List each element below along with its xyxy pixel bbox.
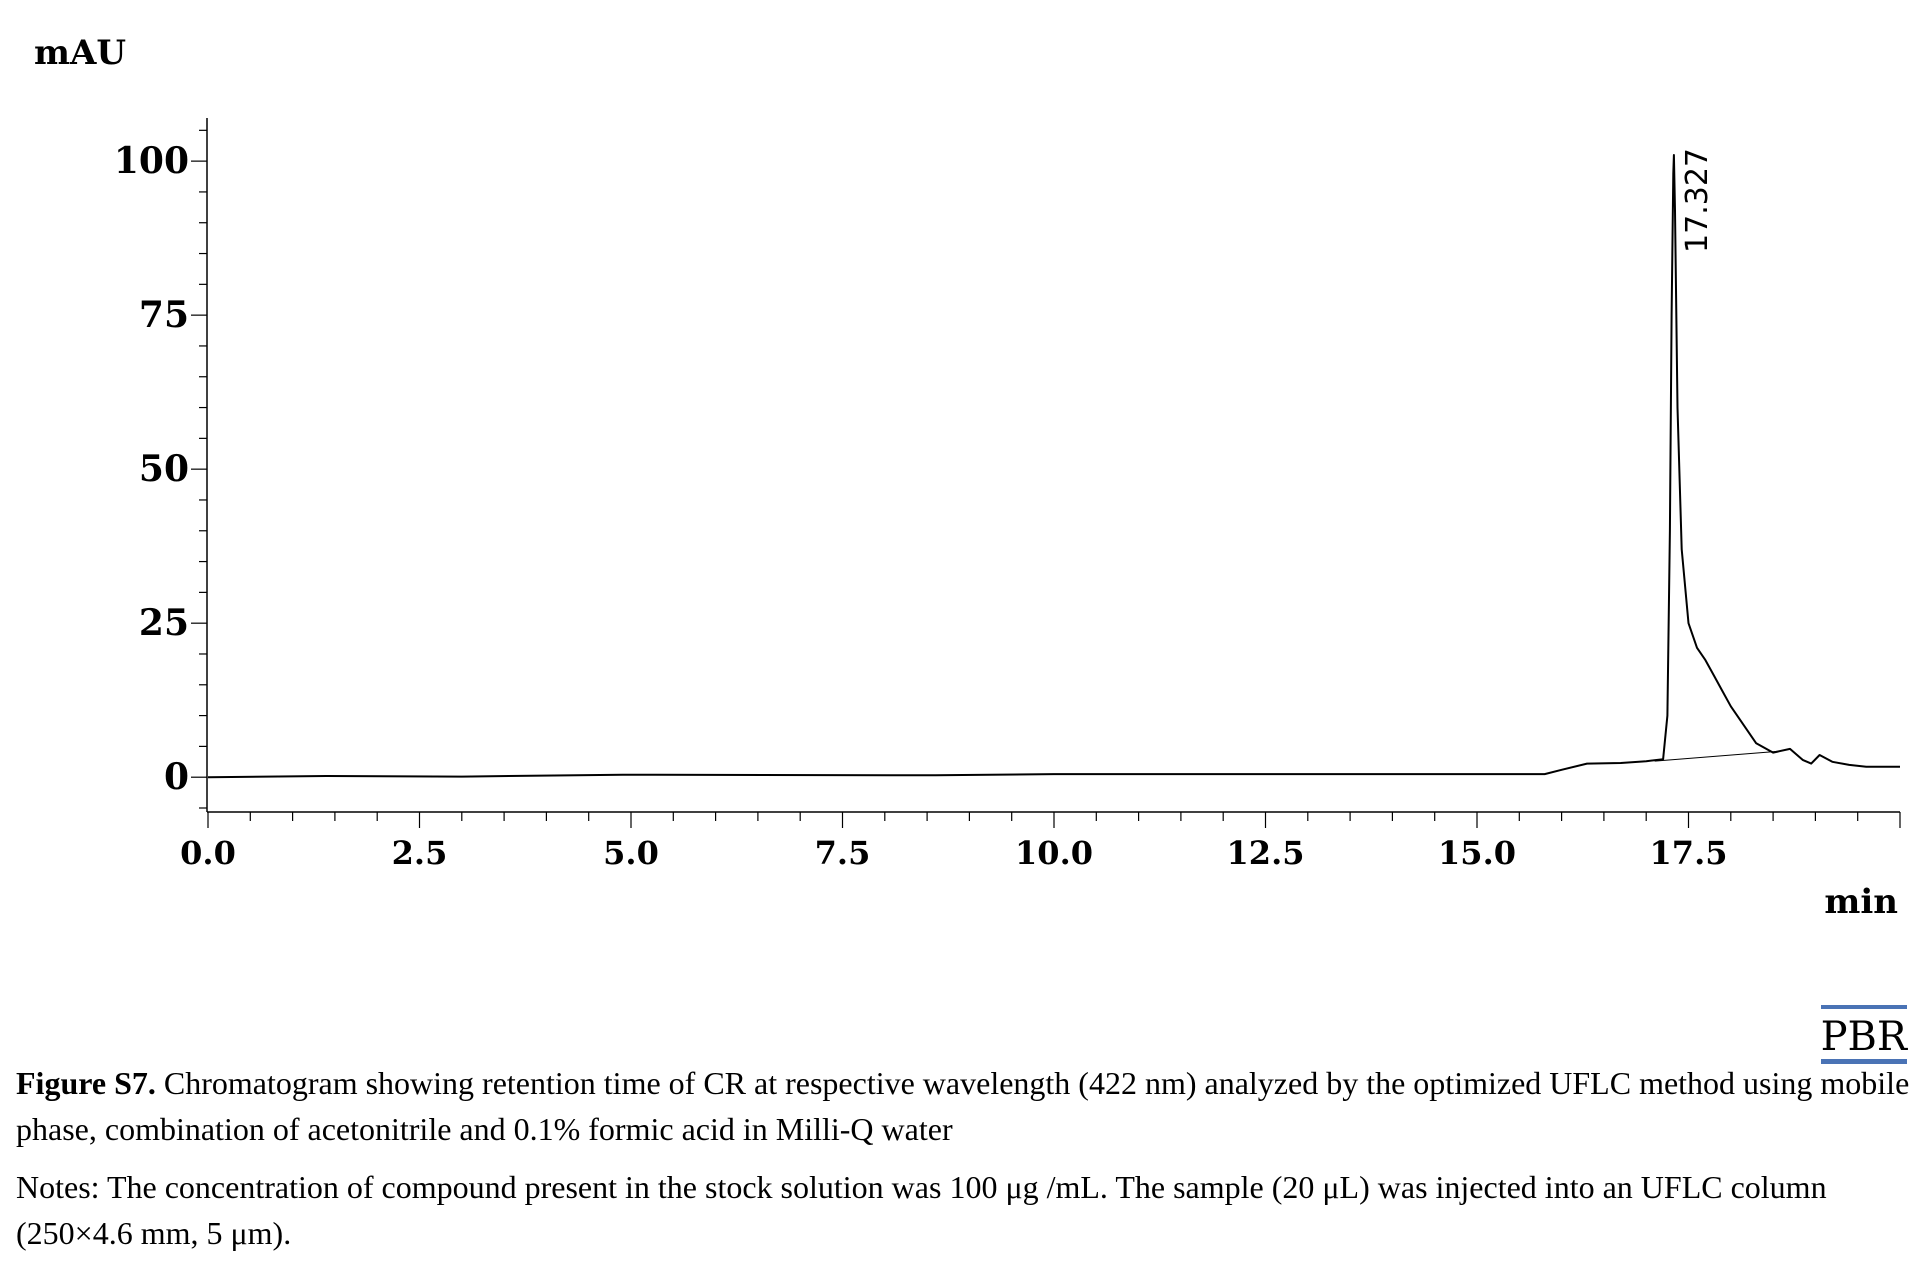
x-axis: 0.0 2.5 5.0 7.5 10.0 12.5 15.0 17.5 (180, 811, 1901, 872)
y-tick-label: 25 (139, 602, 189, 644)
peak-baseline (1654, 750, 1778, 762)
x-tick-label: 10.0 (1015, 834, 1093, 872)
y-axis: 0 25 50 75 100 (114, 118, 208, 812)
y-tick-label: 0 (164, 756, 189, 798)
figure-label: Figure S7. (16, 1065, 156, 1101)
journal-logo-text: PBR (1820, 1014, 1907, 1060)
journal-logo: PBR (1820, 1005, 1907, 1064)
figure-caption-text: Chromatogram showing retention time of C… (16, 1065, 1910, 1147)
figure-caption: Figure S7. Chromatogram showing retentio… (16, 1060, 1916, 1152)
x-tick-label: 15.0 (1438, 834, 1516, 872)
y-axis-unit-label: mAU (34, 33, 126, 73)
x-tick-label: 5.0 (603, 834, 659, 872)
figure-notes: Notes: The concentration of compound pre… (16, 1164, 1916, 1256)
x-tick-label: 0.0 (180, 834, 236, 872)
x-axis-unit-label: min (1824, 882, 1898, 922)
series-group: 17.327 (207, 148, 1900, 779)
peak-retention-label: 17.327 (1680, 148, 1715, 253)
x-tick-label: 12.5 (1227, 834, 1305, 872)
figure-notes-text: Notes: The concentration of compound pre… (16, 1169, 1827, 1251)
y-tick-label: 50 (139, 448, 189, 490)
chromatogram-trace (207, 154, 1900, 779)
x-tick-label: 7.5 (815, 834, 871, 872)
x-tick-label: 2.5 (392, 834, 448, 872)
x-tick-label: 17.5 (1650, 834, 1728, 872)
y-tick-label: 75 (139, 294, 189, 336)
y-tick-label: 100 (114, 140, 189, 182)
